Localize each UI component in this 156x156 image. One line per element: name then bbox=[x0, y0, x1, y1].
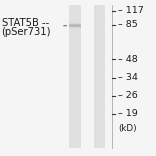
Text: – 117: – 117 bbox=[118, 6, 144, 15]
Text: – 26: – 26 bbox=[118, 91, 138, 100]
Text: – 19: – 19 bbox=[118, 109, 138, 118]
Bar bbox=[69, 23, 81, 24]
Bar bbox=[69, 29, 81, 30]
Text: (kD): (kD) bbox=[118, 124, 137, 133]
Text: (pSer731): (pSer731) bbox=[2, 27, 51, 37]
Bar bbox=[69, 25, 81, 26]
Text: – 85: – 85 bbox=[118, 20, 138, 29]
Text: – 34: – 34 bbox=[118, 73, 138, 83]
Bar bbox=[69, 22, 81, 23]
Bar bbox=[69, 5, 81, 148]
Text: – 48: – 48 bbox=[118, 55, 138, 64]
Bar bbox=[69, 24, 81, 25]
Bar bbox=[69, 28, 81, 29]
Text: STAT5B --: STAT5B -- bbox=[2, 18, 49, 28]
Bar bbox=[69, 27, 81, 28]
Bar bbox=[94, 5, 105, 148]
